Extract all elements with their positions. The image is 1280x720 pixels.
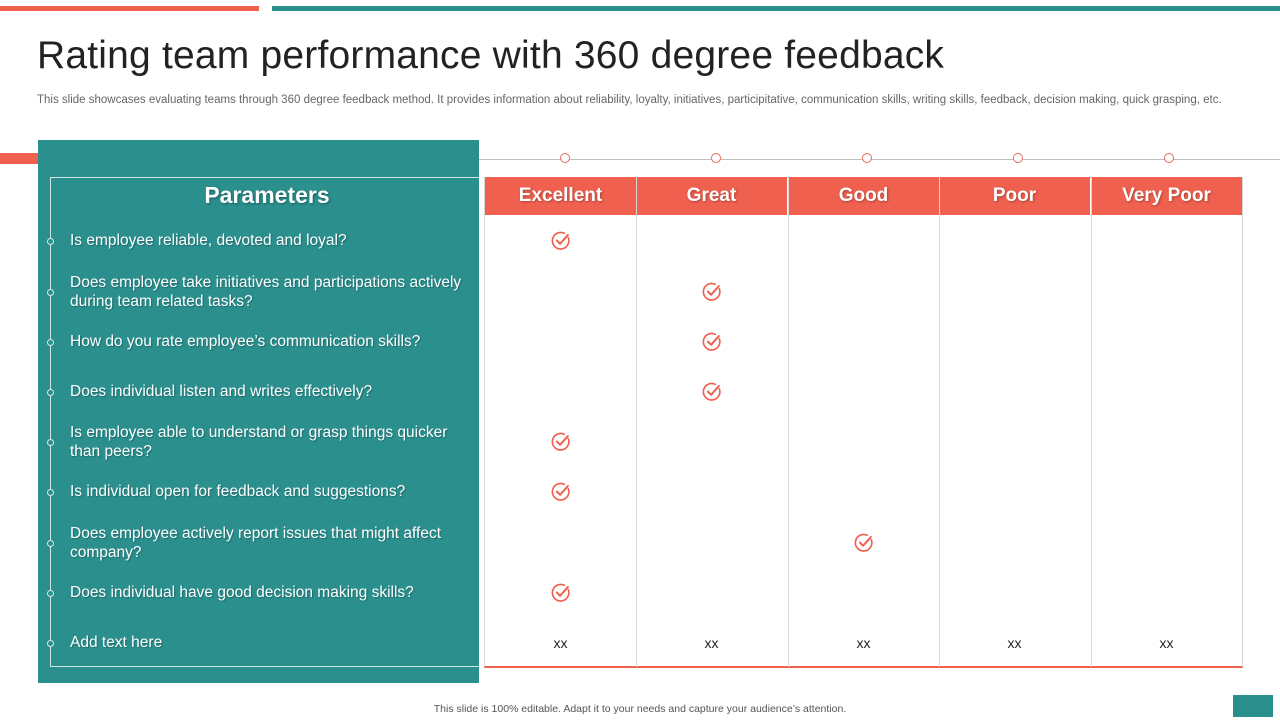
column-header-good: Good xyxy=(788,177,939,215)
rating-grid xyxy=(484,177,1243,668)
parameter-text: Does individual listen and writes effect… xyxy=(70,383,373,400)
column-header-very-poor: Very Poor xyxy=(1091,177,1242,215)
parameter-text: Does employee actively report issues tha… xyxy=(70,525,442,561)
column-divider xyxy=(788,177,789,667)
parameter-bullet xyxy=(47,289,54,296)
check-circle-icon xyxy=(854,533,873,552)
parameter-text: Is employee reliable, devoted and loyal? xyxy=(70,232,347,249)
check-circle-icon xyxy=(551,482,570,501)
check-circle-icon xyxy=(702,382,721,401)
timeline-dot xyxy=(1164,153,1174,163)
placeholder-cell: xx xyxy=(1007,635,1022,651)
timeline-dot xyxy=(711,153,721,163)
parameter-text: Is employee able to understand or grasp … xyxy=(70,424,448,460)
parameter-bullet xyxy=(47,389,54,396)
parameter-bullet xyxy=(47,590,54,597)
column-divider xyxy=(1091,177,1092,667)
footer-note: This slide is 100% editable. Adapt it to… xyxy=(433,703,847,715)
parameters-header: Parameters xyxy=(204,182,330,208)
check-circle-icon xyxy=(702,332,721,351)
parameter-text: How do you rate employee’s communication… xyxy=(70,333,421,350)
placeholder-cell: xx xyxy=(856,635,871,651)
timeline-dot xyxy=(862,153,872,163)
parameter-bullet xyxy=(47,238,54,245)
parameter-bullet xyxy=(47,439,54,446)
parameter-text: Does employee take initiatives and parti… xyxy=(70,274,462,310)
placeholder-cell: xx xyxy=(704,635,719,651)
parameter-bullet xyxy=(47,489,54,496)
parameter-bullet xyxy=(47,540,54,547)
slide-title: Rating team performance with 360 degree … xyxy=(37,34,945,77)
parameters-frame xyxy=(50,177,479,667)
parameter-text: Is individual open for feedback and sugg… xyxy=(70,483,406,500)
column-divider xyxy=(939,177,940,667)
parameter-text: Add text here xyxy=(70,634,163,651)
top-accent-bar-coral xyxy=(0,6,259,11)
column-divider xyxy=(636,177,637,667)
check-circle-icon xyxy=(551,432,570,451)
column-header-excellent: Excellent xyxy=(485,177,636,215)
placeholder-cell: xx xyxy=(553,635,568,651)
top-accent-bar-teal xyxy=(272,6,1280,11)
timeline-dot xyxy=(560,153,570,163)
placeholder-cell: xx xyxy=(1159,635,1174,651)
corner-decoration xyxy=(1233,695,1273,717)
check-circle-icon xyxy=(551,583,570,602)
parameter-text: Does individual have good decision makin… xyxy=(70,584,414,601)
column-header-great: Great xyxy=(636,177,787,215)
parameter-bullet xyxy=(47,640,54,647)
timeline-line xyxy=(174,159,1280,160)
check-circle-icon xyxy=(702,282,721,301)
check-circle-icon xyxy=(551,231,570,250)
slide-subtitle: This slide showcases evaluating teams th… xyxy=(37,94,1222,106)
parameter-bullet xyxy=(47,339,54,346)
timeline-dot xyxy=(1013,153,1023,163)
column-header-poor: Poor xyxy=(939,177,1090,215)
parameters-panel xyxy=(38,140,479,683)
